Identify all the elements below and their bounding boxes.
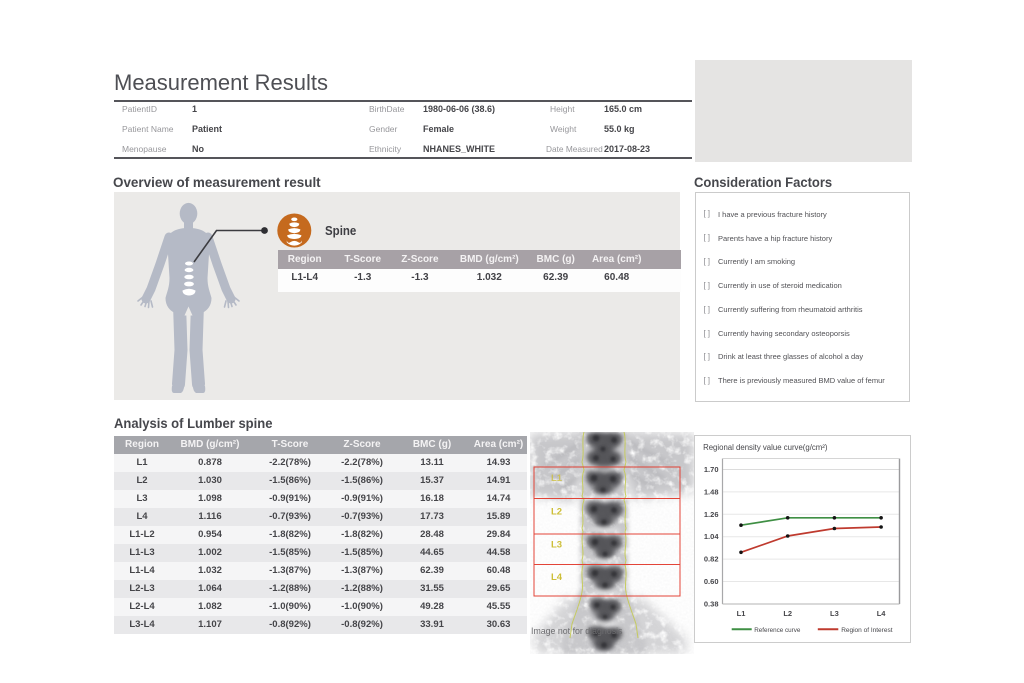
svg-text:L4: L4: [551, 572, 563, 583]
svg-text:L2: L2: [551, 507, 562, 518]
svg-text:0.82: 0.82: [703, 554, 718, 563]
svg-text:1.48: 1.48: [703, 487, 718, 496]
svg-text:1.26: 1.26: [703, 509, 718, 518]
svg-text:L4: L4: [876, 609, 886, 618]
svg-text:Region of Interest: Region of Interest: [841, 626, 893, 633]
svg-text:1.70: 1.70: [703, 465, 718, 474]
svg-text:L2: L2: [783, 609, 792, 618]
svg-text:0.38: 0.38: [703, 599, 718, 608]
svg-text:L3: L3: [830, 609, 839, 618]
svg-text:Regional density value curve(g: Regional density value curve(g/cm²): [703, 442, 828, 451]
svg-text:1.04: 1.04: [703, 532, 718, 541]
svg-text:0.60: 0.60: [703, 577, 718, 586]
svg-text:L3: L3: [551, 540, 562, 551]
svg-text:Reference curve: Reference curve: [754, 626, 801, 633]
svg-text:L1: L1: [736, 609, 745, 618]
svg-text:L1: L1: [551, 473, 563, 484]
